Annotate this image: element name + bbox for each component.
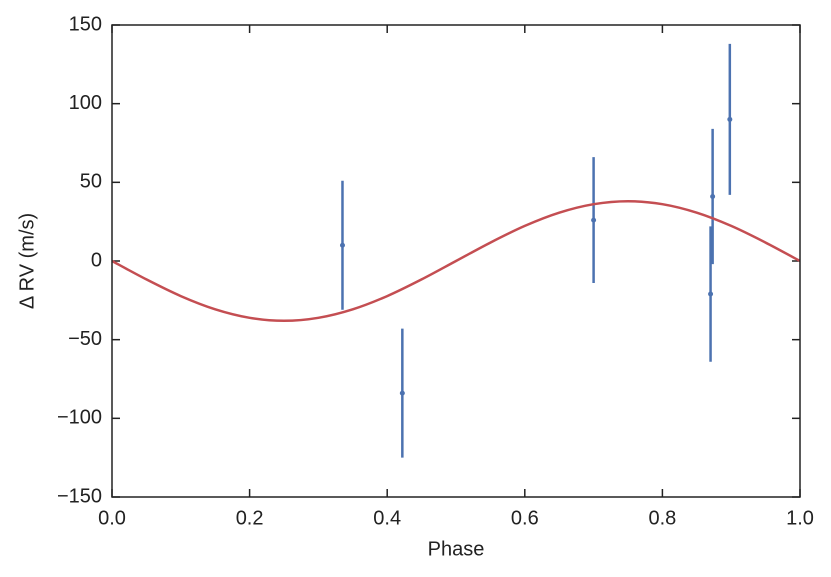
- y-tick-label: 0: [91, 249, 102, 271]
- y-tick-label: 100: [69, 92, 102, 114]
- x-axis-label: Phase: [428, 538, 485, 560]
- y-tick-label: 150: [69, 13, 102, 35]
- y-tick-label: −100: [57, 407, 102, 429]
- data-point: [591, 217, 597, 223]
- data-point: [339, 242, 345, 248]
- x-tick-label: 0.2: [236, 507, 264, 529]
- y-axis-label: Δ RV (m/s): [16, 213, 38, 309]
- x-tick-label: 0.6: [511, 507, 539, 529]
- model-curve: [111, 199, 801, 323]
- data-point: [399, 390, 405, 396]
- y-tick-label: 50: [80, 171, 102, 193]
- x-tick-label: 0.4: [373, 507, 401, 529]
- plot-frame: [111, 24, 801, 498]
- x-tick-label: 0.8: [648, 507, 676, 529]
- data-point: [727, 116, 733, 122]
- data-point: [710, 193, 716, 199]
- y-tick-label: −50: [68, 328, 102, 350]
- y-tick-label: −150: [57, 485, 102, 507]
- x-tick-label: 1.0: [786, 507, 814, 529]
- data-point: [708, 291, 714, 297]
- x-tick-label: 0.0: [98, 507, 126, 529]
